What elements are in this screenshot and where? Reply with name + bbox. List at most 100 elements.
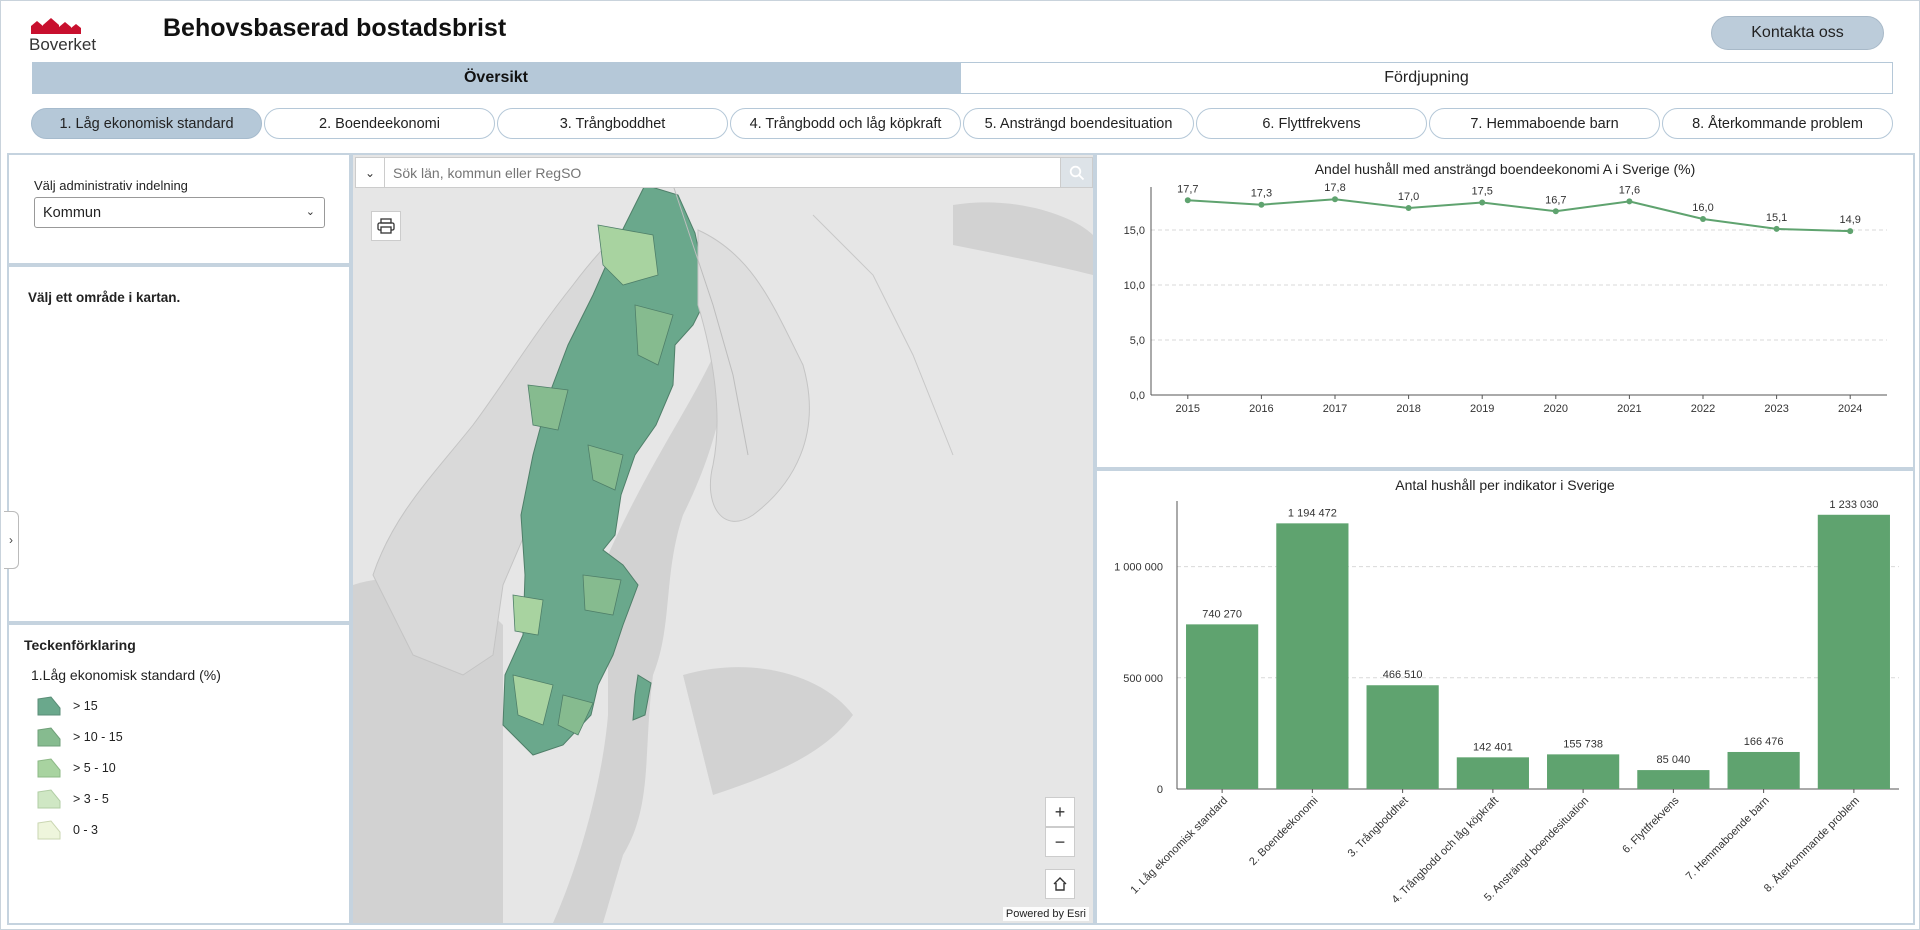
map-gotland <box>632 674 652 721</box>
data-label: 17,3 <box>1251 188 1272 200</box>
powered-by-esri[interactable]: Powered by Esri <box>1002 907 1089 921</box>
legend-item: > 3 - 5 <box>37 788 109 810</box>
main-tabs: Översikt Fördjupning <box>32 62 1893 94</box>
map-sea <box>683 667 853 795</box>
x-tick-label: 2021 <box>1617 403 1641 415</box>
info-text: Välj ett område i kartan. <box>28 290 181 305</box>
bar-chart-panel: Antal hushåll per indikator i Sverige 0 5… <box>1095 469 1915 925</box>
data-label: 17,6 <box>1619 184 1640 196</box>
x-tick-label: 2019 <box>1470 403 1494 415</box>
x-tick-label: 2020 <box>1544 403 1568 415</box>
map-region <box>597 224 659 286</box>
bar <box>1637 770 1710 789</box>
logo-text: Boverket <box>29 35 97 54</box>
y-tick-label: 0,0 <box>1130 390 1145 402</box>
bar <box>1276 523 1349 789</box>
data-point <box>1626 198 1633 205</box>
map-view[interactable] <box>353 155 1093 923</box>
x-tick-label: 2018 <box>1396 403 1420 415</box>
boverket-logo[interactable]: Boverket <box>29 17 99 54</box>
chevron-down-icon: ⌄ <box>364 165 376 180</box>
map-panel[interactable]: ⌄ + − Powered by Esri <box>351 153 1095 925</box>
x-tick-label: 6. Flyttfrekvens <box>1620 794 1682 856</box>
bar <box>1186 624 1259 789</box>
data-label: 166 476 <box>1744 736 1784 748</box>
map-region <box>582 574 622 616</box>
legend-item: > 10 - 15 <box>37 726 123 748</box>
print-button[interactable] <box>371 211 401 241</box>
x-tick-label: 2016 <box>1249 403 1273 415</box>
x-tick-label: 2. Boendeekonomi <box>1247 795 1320 868</box>
indicator-tab-2[interactable]: 2. Boendeekonomi <box>264 108 495 139</box>
search-input[interactable] <box>385 157 1061 188</box>
indicator-tab-4[interactable]: 4. Trångbodd och låg köpkraft <box>730 108 961 139</box>
y-tick-label: 10,0 <box>1124 280 1145 292</box>
data-label: 1 233 030 <box>1829 499 1878 511</box>
collapse-panel-toggle[interactable]: › <box>4 511 19 569</box>
legend-subtitle: 1.Låg ekonomisk standard (%) <box>31 667 221 683</box>
data-point <box>1184 197 1191 204</box>
data-point <box>1773 225 1780 232</box>
map-region <box>587 444 624 491</box>
legend-item-label: 0 - 3 <box>73 823 99 837</box>
indicator-tab-7[interactable]: 7. Hemmaboende barn <box>1429 108 1660 139</box>
indicator-tab-8[interactable]: 8. Återkommande problem <box>1662 108 1893 139</box>
data-label: 14,9 <box>1839 214 1860 226</box>
data-label: 85 040 <box>1657 754 1691 766</box>
legend-item: > 5 - 10 <box>37 757 116 779</box>
legend-item-label: > 15 <box>73 699 98 713</box>
data-label: 155 738 <box>1563 738 1603 750</box>
map-sea <box>553 335 726 923</box>
indicator-tabs: 1. Låg ekonomisk standard 2. Boendeekono… <box>31 108 1893 139</box>
x-tick-label: 8. Återkommande problem <box>1761 794 1862 895</box>
map-border <box>812 214 954 456</box>
legend-panel: Teckenförklaring 1.Låg ekonomisk standar… <box>7 623 351 925</box>
y-tick-label: 15,0 <box>1124 225 1145 237</box>
bar <box>1366 685 1439 789</box>
indicator-tab-5[interactable]: 5. Ansträngd boendesituation <box>963 108 1194 139</box>
data-label: 17,7 <box>1177 183 1198 195</box>
indicator-tab-6[interactable]: 6. Flyttfrekvens <box>1196 108 1427 139</box>
data-point <box>1332 196 1338 203</box>
tab-oversikt[interactable]: Översikt <box>32 62 960 94</box>
x-tick-label: 1. Låg ekonomisk standard <box>1128 795 1230 897</box>
home-icon <box>1053 877 1067 891</box>
search-button[interactable] <box>1061 157 1093 188</box>
legend-item: 0 - 3 <box>37 819 98 841</box>
data-label: 15,1 <box>1766 212 1787 224</box>
legend-item-label: > 3 - 5 <box>73 792 109 806</box>
map-region <box>527 384 569 431</box>
search-scope-dropdown[interactable]: ⌄ <box>355 157 385 188</box>
x-tick-label: 7. Hemmaboende barn <box>1684 795 1772 883</box>
tab-fordjupning[interactable]: Fördjupning <box>960 62 1893 94</box>
admin-select[interactable]: Kommun ⌄ <box>34 197 325 228</box>
map-region <box>512 594 544 636</box>
map-finland <box>697 229 810 522</box>
x-tick-label: 2024 <box>1838 403 1862 415</box>
bar <box>1817 514 1890 789</box>
zoom-out-button[interactable]: − <box>1045 827 1075 857</box>
map-region <box>512 674 554 726</box>
legend-title: Teckenförklaring <box>24 637 136 653</box>
bar-chart-title: Antal hushåll per indikator i Sverige <box>1395 477 1615 493</box>
zoom-in-button[interactable]: + <box>1045 797 1075 827</box>
map-region <box>634 304 674 366</box>
map-search: ⌄ <box>355 157 1093 188</box>
line-chart: 0,0 5,0 10,0 15,0 17,7 2015 17,3 2016 17,8 2017 17… <box>1124 182 1887 415</box>
home-button[interactable] <box>1045 869 1075 899</box>
series-line <box>1187 198 1851 233</box>
data-label: 16,7 <box>1545 194 1566 206</box>
logo-roofs-icon <box>31 18 81 34</box>
contact-button[interactable]: Kontakta oss <box>1711 16 1884 50</box>
indicator-tab-3[interactable]: 3. Trångboddhet <box>497 108 728 139</box>
indicator-tab-1[interactable]: 1. Låg ekonomisk standard <box>31 108 262 139</box>
map-sea <box>953 202 1093 275</box>
data-point <box>1847 228 1854 235</box>
legend-swatch-icon <box>37 789 61 809</box>
data-point <box>1700 216 1706 222</box>
data-label: 1 194 472 <box>1288 507 1337 519</box>
chevron-down-icon: ⌄ <box>305 206 315 218</box>
y-tick-label: 500 000 <box>1123 673 1163 685</box>
legend-swatch-icon <box>37 696 61 716</box>
